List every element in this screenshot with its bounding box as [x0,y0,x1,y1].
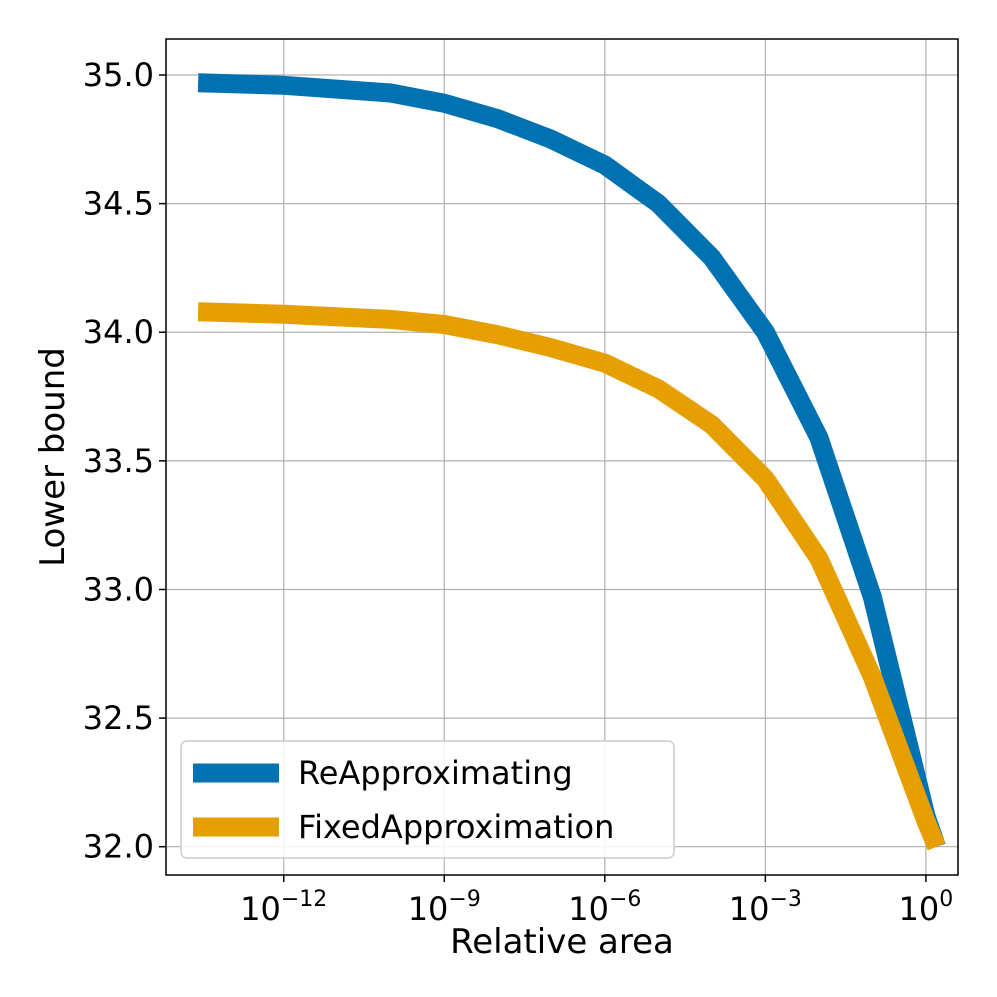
x-tick-label: 100 [899,887,954,928]
y-tick-label: 32.5 [83,699,154,737]
x-tick-base: 10 [568,890,609,928]
y-tick-label: 34.0 [83,313,154,351]
x-tick-base: 10 [240,890,281,928]
x-tick-base: 10 [408,890,449,928]
x-tick-label: 10−6 [568,887,641,928]
x-tick-exponent: −6 [609,887,641,912]
x-tick-base: 10 [729,890,770,928]
series-group [197,73,946,851]
x-tick-exponent: 0 [939,887,953,912]
legend-label-1: FixedApproximation [298,808,614,846]
y-tick-label: 32.0 [83,828,154,866]
x-tick-base: 10 [899,890,940,928]
x-tick-label: 10−12 [240,887,327,928]
y-tick-label: 33.0 [83,570,154,608]
legend-label-0: ReApproximating [298,754,573,792]
x-tick-label: 10−9 [408,887,481,928]
y-axis-ticks: 35.0 34.5 34.0 33.5 33.0 32.5 32.0 [83,56,166,866]
series-line-1 [197,302,946,851]
x-tick-exponent: −9 [448,887,480,912]
y-tick-label: 34.5 [83,185,154,223]
x-tick-exponent: −3 [769,887,801,912]
legend: ReApproximating FixedApproximation [180,740,675,859]
y-tick-label: 35.0 [83,56,154,94]
x-axis-label: Relative area [450,922,674,962]
x-tick-label: 10−3 [729,887,802,928]
y-tick-label: 33.5 [83,442,154,480]
y-axis-label: Lower bound [33,347,73,567]
legend-box [180,740,675,859]
series-line-0 [197,73,946,850]
plot-frame [165,38,959,876]
x-tick-exponent: −12 [281,887,327,912]
x-axis-ticks: 10−12 10−9 10−6 10−3 100 [240,875,953,928]
